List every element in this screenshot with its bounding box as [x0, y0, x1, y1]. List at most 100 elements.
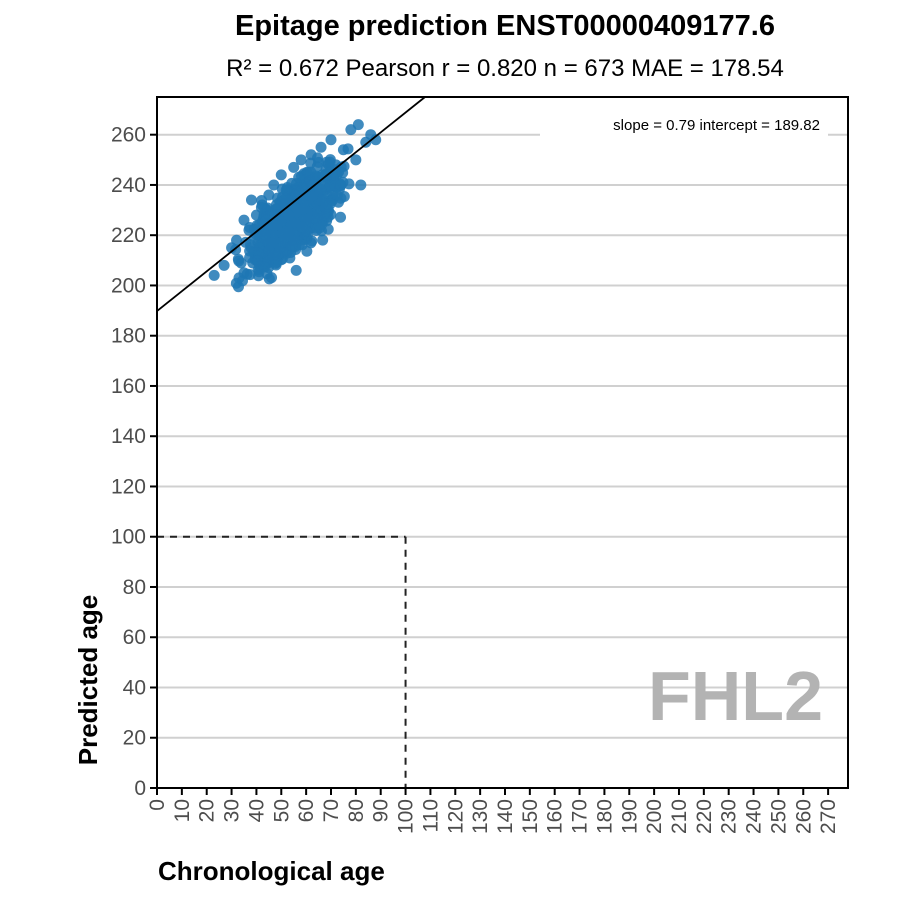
fit-annotation: slope = 0.79 intercept = 189.82	[540, 112, 828, 136]
data-point	[275, 169, 287, 181]
data-point	[293, 171, 305, 183]
x-tick-label: 0	[146, 799, 169, 811]
y-tick-label: 160	[111, 375, 146, 398]
x-tick-label: 10	[171, 799, 194, 822]
data-point	[313, 156, 325, 168]
x-tick-label: 30	[221, 799, 244, 822]
x-tick-label: 110	[419, 799, 442, 832]
data-point	[286, 240, 298, 252]
x-tick-label: 140	[494, 799, 517, 834]
data-point	[243, 224, 255, 236]
y-tick-label: 80	[123, 576, 146, 599]
y-tick-label: 240	[111, 174, 146, 197]
y-tick-label: 0	[134, 777, 146, 800]
fit-label: slope = 0.79 intercept = 189.82	[613, 117, 820, 134]
data-point	[337, 167, 349, 179]
data-point	[324, 198, 336, 210]
y-tick-label: 40	[123, 676, 146, 699]
data-point	[232, 281, 244, 293]
x-tick-label: 220	[693, 799, 716, 834]
x-tick-label: 20	[196, 799, 219, 822]
y-tick-label: 180	[111, 325, 146, 348]
data-point	[305, 149, 317, 161]
data-point	[355, 179, 367, 191]
data-point	[258, 261, 270, 273]
data-point	[231, 234, 243, 246]
fit-line	[156, 96, 426, 312]
data-point	[317, 234, 329, 246]
y-tick-label: 140	[111, 425, 146, 448]
y-tick-label: 100	[111, 526, 146, 549]
data-point	[280, 192, 292, 204]
x-axis: 0 10 20 30 40 50 60 70 80 90 100 110 120 130 140 150 160…	[146, 788, 840, 834]
x-tick-label: 180	[593, 799, 616, 834]
y-tick-label: 120	[111, 475, 146, 498]
data-point	[283, 226, 295, 238]
data-point	[337, 144, 349, 156]
y-tick-label: 60	[123, 626, 146, 649]
x-tick-label: 150	[519, 799, 542, 834]
data-point	[296, 239, 308, 251]
data-point	[331, 189, 343, 201]
data-point	[316, 219, 328, 231]
data-point	[258, 228, 270, 240]
x-tick-label: 170	[569, 799, 592, 834]
x-tick-label: 190	[618, 799, 641, 834]
y-tick-label: 200	[111, 274, 146, 297]
data-point	[288, 161, 300, 173]
data-point	[325, 134, 337, 146]
x-tick-label: 50	[270, 799, 293, 822]
data-point	[330, 159, 342, 171]
x-tick-label: 60	[295, 799, 318, 822]
x-tick-label: 200	[643, 799, 666, 834]
data-point	[352, 119, 364, 131]
data-point	[290, 264, 302, 276]
x-tick-label: 270	[817, 799, 840, 834]
x-tick-label: 120	[444, 799, 467, 834]
data-point	[335, 211, 347, 223]
data-point	[321, 207, 333, 219]
data-point	[275, 215, 287, 227]
data-point	[263, 189, 275, 201]
chart-subtitle: R² = 0.672 Pearson r = 0.820 n = 673 MAE…	[226, 55, 784, 82]
data-point	[270, 199, 282, 211]
data-point	[233, 255, 245, 267]
x-tick-label: 240	[743, 799, 766, 834]
x-tick-label: 230	[718, 799, 741, 834]
data-point	[218, 259, 230, 271]
data-point	[268, 179, 280, 191]
y-tick-label: 260	[111, 124, 146, 147]
data-point	[251, 255, 263, 267]
x-tick-label: 90	[370, 799, 393, 822]
data-points	[208, 119, 382, 293]
x-tick-label: 130	[469, 799, 492, 834]
data-point	[283, 209, 295, 221]
x-tick-label: 210	[668, 799, 691, 834]
x-tick-label: 160	[544, 799, 567, 834]
data-point	[263, 244, 275, 256]
data-point	[238, 267, 250, 279]
data-point	[238, 214, 250, 226]
plot-frame	[156, 96, 849, 789]
x-tick-label: 260	[792, 799, 815, 834]
regression-line	[156, 96, 426, 312]
reference-box	[157, 535, 407, 788]
data-point	[370, 134, 382, 146]
data-point	[208, 269, 220, 281]
y-tick-label: 220	[111, 224, 146, 247]
x-tick-label: 250	[767, 799, 790, 834]
data-point	[335, 179, 347, 191]
data-point	[245, 194, 257, 206]
chart-title: Epitage prediction ENST00000409177.6	[235, 10, 775, 42]
x-tick-label: 70	[320, 799, 343, 822]
data-point	[244, 245, 256, 257]
x-axis-label: Chronological age	[158, 856, 385, 886]
data-point	[315, 141, 327, 153]
data-point	[300, 189, 312, 201]
y-tick-label: 20	[123, 727, 146, 750]
y-axis: 0 20 40 60 80 100 120 140 160 180 200 220 240 260	[111, 124, 157, 800]
data-point	[280, 184, 292, 196]
data-point	[260, 214, 272, 226]
data-point	[310, 171, 322, 183]
